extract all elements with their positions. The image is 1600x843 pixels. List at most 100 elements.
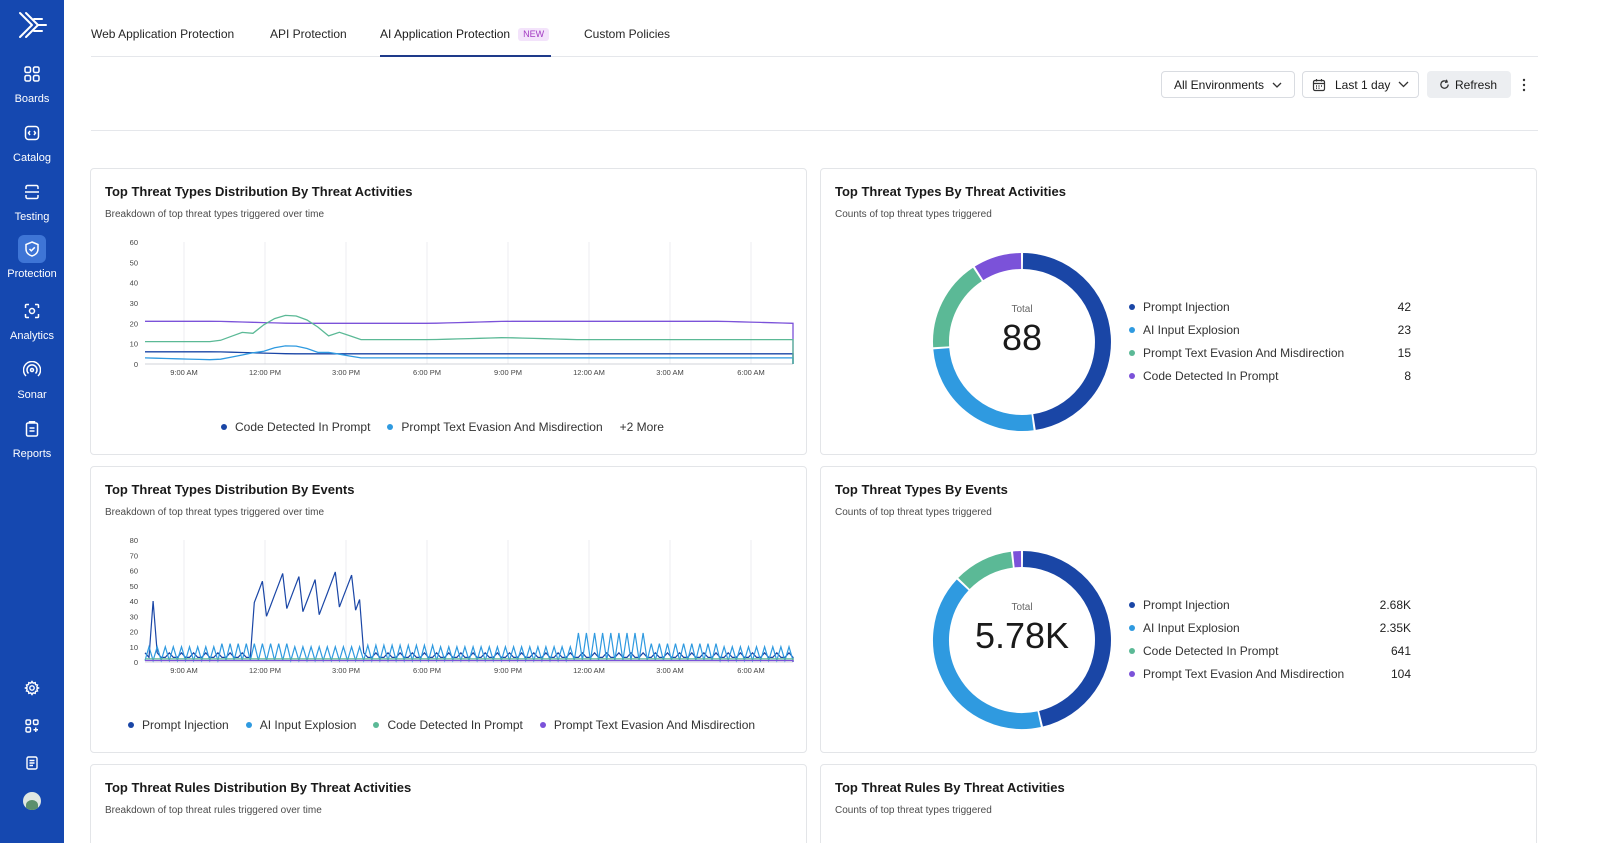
x-tick-label: 12:00 PM	[249, 368, 281, 377]
legend-dot	[1129, 304, 1135, 310]
card-threat-types-distribution-events: Top Threat Types Distribution By Events …	[90, 466, 807, 753]
tab-api-protection[interactable]: API Protection	[270, 27, 347, 41]
legend-item-code-detected[interactable]: Code Detected In Prompt	[221, 420, 370, 434]
legend-item-code-detected[interactable]: Code Detected In Prompt	[373, 718, 523, 732]
donut-slice	[958, 551, 1014, 590]
legend-label: AI Input Explosion	[1143, 621, 1240, 635]
series-line	[145, 314, 794, 364]
y-tick-label: 50	[130, 258, 138, 267]
shield-icon	[18, 235, 46, 263]
card-threat-types-by-events: Top Threat Types By Events Counts of top…	[820, 466, 1537, 753]
calendar-icon	[1312, 78, 1326, 91]
legend-value: 104	[1390, 667, 1411, 681]
legend-item-text-evasion[interactable]: Prompt Text Evasion And Misdirection	[387, 420, 603, 434]
refresh-button[interactable]: Refresh	[1427, 71, 1511, 98]
y-tick-label: 50	[130, 582, 138, 591]
sidebar-item-reports[interactable]: Reports	[0, 414, 64, 468]
legend-item-ai-input-explosion[interactable]: AI Input Explosion	[245, 718, 357, 732]
environment-select-value: All Environments	[1174, 77, 1265, 92]
donut-total-label: Total	[1011, 304, 1033, 315]
legend-item-prompt-injection[interactable]: Prompt Injection	[128, 718, 229, 732]
settings-button[interactable]	[0, 675, 64, 701]
legend-dot	[1129, 327, 1135, 333]
y-tick-label: 20	[130, 319, 138, 328]
apps-button[interactable]	[0, 713, 64, 739]
tab-web-application-protection[interactable]: Web Application Protection	[91, 27, 235, 41]
donut-chart-activities[interactable]	[821, 169, 1536, 454]
legend-value: 2.35K	[1379, 621, 1411, 635]
donut-chart-events[interactable]	[821, 467, 1536, 752]
legend-item-text-evasion[interactable]: Prompt Text Evasion And Misdirection	[539, 718, 755, 732]
donut-legend: Prompt Injection 42 AI Input Explosion 23 Pr…	[1129, 300, 1419, 400]
card-title: Top Threat Types By Threat Activities	[835, 184, 1066, 199]
card-title: Top Threat Types Distribution By Threat …	[105, 184, 413, 199]
y-tick-label: 30	[130, 299, 138, 308]
chevron-down-icon	[1398, 81, 1409, 88]
legend-dot	[1129, 648, 1135, 654]
chart-legend: Code Detected In Prompt Prompt Text Evas…	[221, 420, 681, 434]
sidebar-item-analytics[interactable]: Analytics	[0, 296, 64, 350]
legend-item[interactable]: AI Input Explosion	[1129, 621, 1240, 635]
legend-item[interactable]: Prompt Injection	[1129, 300, 1230, 314]
donut-slice	[1022, 253, 1111, 430]
active-tab-indicator	[380, 55, 551, 57]
legend-item[interactable]: AI Input Explosion	[1129, 323, 1240, 337]
tab-custom-policies[interactable]: Custom Policies	[584, 27, 671, 41]
sidebar-item-boards[interactable]: Boards	[0, 59, 64, 113]
document-icon	[26, 756, 38, 770]
legend-item[interactable]: Code Detected In Prompt	[1129, 644, 1278, 658]
legend-label: Prompt Text Evasion And Misdirection	[1143, 346, 1345, 360]
legend-label: Code Detected In Prompt	[1143, 644, 1279, 658]
legend-dot	[1129, 373, 1135, 379]
legend-item[interactable]: Prompt Text Evasion And Misdirection	[1129, 346, 1344, 360]
sidebar-item-catalog[interactable]: Catalog	[0, 118, 64, 172]
more-options-icon[interactable]	[1518, 76, 1530, 94]
donut-total-value: 5.78K	[974, 615, 1070, 656]
x-tick-label: 6:00 PM	[413, 666, 441, 675]
sonar-icon	[19, 357, 45, 383]
series-line	[144, 571, 794, 662]
y-tick-label: 0	[134, 360, 138, 369]
legend-dot	[1129, 602, 1135, 608]
card-title: Top Threat Rules By Threat Activities	[835, 780, 1065, 795]
legend-item[interactable]: Prompt Injection	[1129, 598, 1230, 612]
gear-icon	[24, 680, 40, 696]
series-line	[145, 320, 794, 364]
legend-label: AI Input Explosion	[1143, 323, 1240, 337]
legend-label: Prompt Injection	[1143, 300, 1230, 314]
legend-more-button[interactable]: +2 More	[619, 420, 664, 434]
environment-select[interactable]: All Environments	[1161, 71, 1295, 98]
x-tick-label: 9:00 AM	[170, 368, 198, 377]
sidebar-item-protection[interactable]: Protection	[0, 233, 64, 287]
tab-ai-application-protection[interactable]: AI Application Protection NEW	[380, 27, 550, 41]
series-line	[145, 658, 794, 662]
sidebar-item-testing[interactable]: Testing	[0, 177, 64, 231]
x-tick-label: 9:00 PM	[494, 368, 522, 377]
line-chart-activities[interactable]: 0 10 20 30 40 50 60 9:00 AM 12:00 PM 3:00 PM 6:00 …	[91, 169, 806, 454]
sidebar-item-sonar[interactable]: Sonar	[0, 355, 64, 409]
sidebar-item-label: Boards	[14, 93, 50, 105]
legend-item[interactable]: Prompt Text Evasion And Misdirection	[1129, 667, 1344, 681]
time-range-select[interactable]: Last 1 day	[1302, 71, 1419, 98]
user-avatar[interactable]	[0, 788, 64, 814]
series-line	[145, 659, 794, 662]
docs-button[interactable]	[0, 750, 64, 776]
legend-label: AI Input Explosion	[259, 718, 357, 732]
logo-icon[interactable]	[16, 10, 48, 40]
catalog-icon	[19, 120, 45, 146]
divider	[91, 130, 1538, 131]
new-badge: NEW	[518, 28, 550, 41]
avatar	[23, 792, 41, 810]
x-tick-label: 12:00 PM	[249, 666, 281, 675]
y-tick-label: 20	[130, 628, 138, 637]
line-chart-events[interactable]: 0 10 20 30 40 50 60 70 80 9:00 AM 12:00 PM 3:00 PM 6…	[91, 467, 806, 752]
legend-label: Prompt Text Evasion And Misdirection	[1143, 667, 1345, 681]
sidebar-item-label: Testing	[14, 211, 50, 223]
y-tick-label: 30	[130, 612, 138, 621]
x-tick-label: 12:00 AM	[573, 368, 605, 377]
x-tick-label: 3:00 AM	[656, 666, 684, 675]
analytics-icon	[19, 298, 45, 324]
x-tick-label: 9:00 AM	[170, 666, 198, 675]
legend-item[interactable]: Code Detected In Prompt	[1129, 369, 1278, 383]
legend-value: 42	[1397, 300, 1411, 314]
